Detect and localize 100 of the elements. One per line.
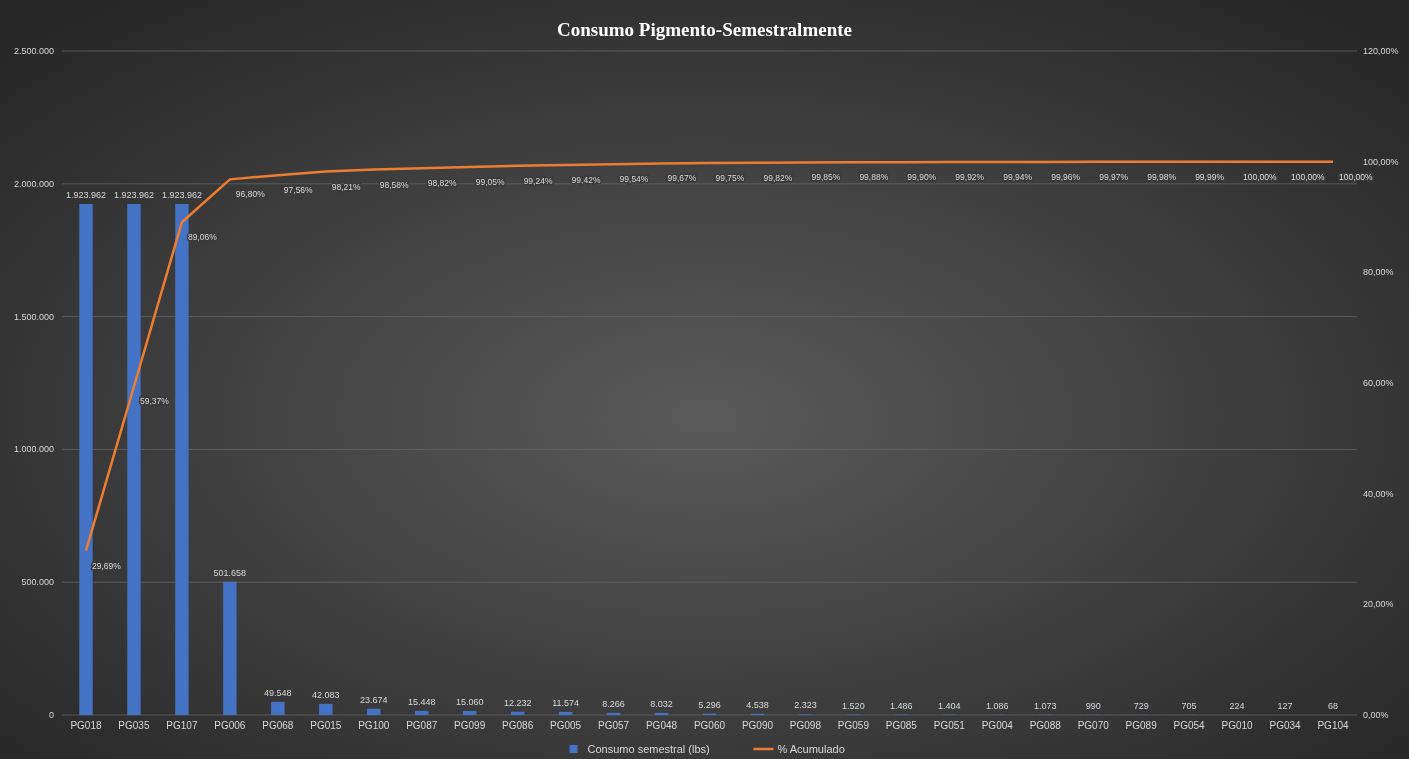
bar	[175, 204, 189, 715]
data-label: 12.232	[503, 697, 532, 708]
data-label: 99,67%	[667, 173, 697, 184]
data-label: 99,54%	[619, 174, 649, 185]
x-tick-label: PG005	[550, 720, 582, 731]
data-label: 23.674	[359, 694, 388, 705]
data-label: 99,96%	[1051, 171, 1081, 182]
data-label: 99,75%	[715, 173, 745, 184]
x-tick-label: PG051	[933, 720, 966, 731]
x-tick-label: PG048	[645, 720, 678, 731]
bar	[415, 710, 429, 715]
data-label: 42.083	[312, 689, 340, 700]
y-tick-label: 2.000.000	[13, 178, 54, 189]
x-tick-label: PG099	[454, 720, 486, 731]
data-label: 1.923.962	[113, 190, 154, 200]
data-label: 99,90%	[907, 172, 937, 183]
y-tick-label: 1.500.000	[13, 311, 54, 322]
bar	[127, 204, 141, 715]
data-label: 49.548	[264, 687, 292, 698]
data-label: 1.520	[842, 700, 865, 711]
data-label: 99,97%	[1099, 171, 1129, 182]
data-label: 127	[1277, 700, 1293, 711]
data-label: 96,80%	[235, 189, 266, 200]
x-tick-label: PG068	[262, 720, 294, 731]
data-label: 99,92%	[955, 172, 985, 183]
x-tick-label: PG070	[1077, 720, 1110, 731]
bar	[271, 701, 285, 715]
x-tick-label: PG085	[885, 720, 918, 731]
data-label: 2.323	[794, 700, 817, 711]
data-label: 224	[1229, 700, 1245, 711]
bar	[558, 711, 573, 715]
y2-tick-label: 20,00%	[1363, 599, 1394, 610]
y-tick-label: 0	[48, 710, 54, 720]
data-label: 11.574	[552, 697, 580, 708]
data-label: 99,42%	[571, 174, 601, 185]
data-label: 100,00%	[1243, 171, 1278, 182]
x-tick-label: PG087	[406, 720, 438, 731]
y-tick-label: 500.000	[21, 577, 54, 588]
x-tick-label: PG004	[981, 720, 1014, 731]
data-label: 99,85%	[811, 172, 841, 183]
data-label: 99,82%	[763, 172, 793, 183]
data-label: 8.032	[650, 698, 673, 709]
data-label: 68	[1328, 700, 1339, 711]
y2-tick-label: 100,00%	[1363, 156, 1399, 167]
bar	[79, 204, 93, 715]
y2-tick-label: 0,00%	[1363, 710, 1389, 720]
data-label: 98,58%	[379, 179, 410, 190]
x-tick-label: PG098	[789, 720, 822, 731]
data-label: 99,98%	[1147, 171, 1177, 182]
x-tick-label: PG057	[598, 720, 630, 731]
x-tick-label: PG034	[1269, 720, 1302, 731]
y2-tick-label: 80,00%	[1363, 267, 1394, 278]
y2-tick-label: 120,00%	[1363, 46, 1399, 56]
data-label: 15.448	[407, 696, 436, 707]
data-label: 990	[1085, 700, 1101, 711]
data-label: 1.486	[890, 700, 913, 711]
x-tick-label: PG015	[310, 720, 342, 731]
data-label: 100,00%	[1339, 171, 1374, 182]
data-label: 99,88%	[859, 172, 889, 183]
data-label: 501.658	[213, 567, 247, 578]
data-label: 98,21%	[331, 181, 362, 192]
x-tick-label: PG035	[118, 720, 150, 731]
data-label: 98,82%	[427, 178, 457, 189]
data-label: 1.086	[986, 700, 1009, 711]
legend-label: % Acumulado	[777, 743, 845, 755]
bar	[654, 712, 669, 715]
data-label: 97,56%	[283, 185, 314, 196]
data-label: 5.296	[698, 699, 721, 710]
y-tick-label: 2.500.000	[13, 46, 54, 56]
x-tick-label: PG100	[358, 720, 390, 731]
x-tick-label: PG010	[1221, 720, 1254, 731]
data-label: 1.923.962	[65, 190, 106, 200]
data-label: 100,00%	[1291, 171, 1326, 182]
data-label: 99,05%	[475, 176, 505, 187]
data-label: 99,24%	[523, 175, 553, 186]
data-label: 15.060	[455, 697, 484, 707]
data-label: 1.404	[938, 700, 961, 711]
x-tick-label: PG090	[741, 720, 774, 731]
data-label: 1.073	[1033, 700, 1057, 711]
x-tick-label: PG089	[1125, 720, 1158, 731]
x-tick-label: PG086	[502, 720, 534, 731]
data-label: 705	[1181, 700, 1197, 711]
bar	[223, 581, 237, 715]
data-label: 729	[1133, 700, 1149, 711]
bar	[606, 712, 621, 715]
data-label: 99,99%	[1195, 171, 1225, 182]
x-tick-label: PG006	[214, 720, 246, 731]
data-label: 1.923.962	[161, 190, 202, 200]
data-label: 4.538	[746, 699, 769, 710]
bar	[462, 711, 477, 715]
x-tick-label: PG088	[1029, 720, 1062, 731]
x-tick-label: PG059	[837, 720, 870, 731]
y2-tick-label: 60,00%	[1363, 378, 1394, 388]
data-label: 8.266	[602, 698, 625, 709]
y2-tick-label: 40,00%	[1363, 488, 1394, 499]
data-label: 59,37%	[139, 396, 170, 407]
x-tick-label: PG104	[1317, 720, 1350, 731]
chart-title: Consumo Pigmento-Semestralmente	[557, 19, 852, 40]
bar	[367, 708, 381, 715]
data-label: 89,06%	[187, 232, 218, 243]
